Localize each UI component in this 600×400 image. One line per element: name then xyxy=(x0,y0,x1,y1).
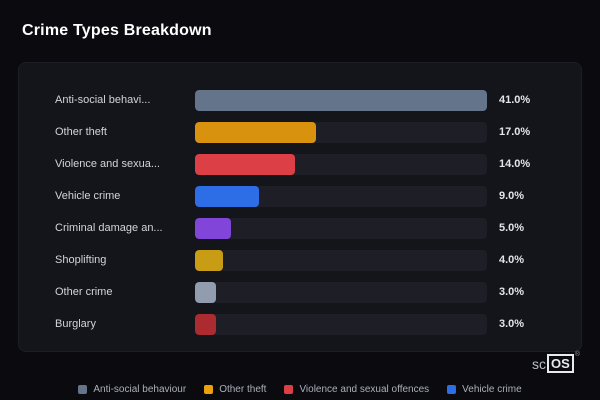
scos-logo-prefix: sc xyxy=(532,355,547,372)
chart-rows: Anti-social behavi... 41.0% Other theft 17.… xyxy=(19,63,581,340)
category-label: Criminal damage an... xyxy=(55,222,163,234)
chart-row: Vehicle crime 9.0% xyxy=(55,180,545,212)
bar-track xyxy=(195,281,487,303)
legend-swatch-icon xyxy=(204,385,214,394)
bar xyxy=(195,121,317,143)
chart-row: Anti-social behavi... 41.0% xyxy=(55,84,545,116)
bar-track xyxy=(195,89,487,111)
value-label: 3.0% xyxy=(499,286,525,298)
legend-swatch-icon xyxy=(447,385,457,394)
bar-track xyxy=(195,217,487,239)
value-label: 5.0% xyxy=(499,222,525,234)
category-label: Other theft xyxy=(55,126,107,138)
bar xyxy=(195,281,217,303)
legend-item[interactable]: Anti-social behaviour xyxy=(78,384,186,395)
value-label: 14.0% xyxy=(499,158,531,170)
bar-track xyxy=(195,313,487,335)
legend-label: Other theft xyxy=(219,384,267,395)
bar xyxy=(195,313,217,335)
legend-label: Anti-social behaviour xyxy=(93,384,187,395)
chart-row: Criminal damage an... 5.0% xyxy=(55,212,545,244)
value-label: 9.0% xyxy=(499,190,525,202)
category-label: Vehicle crime xyxy=(55,190,121,202)
bar-track xyxy=(195,121,487,143)
chart-row: Violence and sexua... 14.0% xyxy=(55,148,545,180)
legend-swatch-icon xyxy=(78,385,88,394)
registered-mark-icon: ® xyxy=(574,351,580,358)
legend-swatch-icon xyxy=(284,385,294,394)
legend-label: Vehicle crime xyxy=(462,384,522,395)
bar-track xyxy=(195,153,487,175)
value-label: 17.0% xyxy=(499,126,531,138)
legend-label: Violence and sexual offences xyxy=(299,384,430,395)
value-label: 41.0% xyxy=(499,94,531,106)
bar xyxy=(195,89,487,111)
bar-track xyxy=(195,249,487,271)
scos-logo: sc OS ® xyxy=(532,351,580,373)
value-label: 3.0% xyxy=(499,318,525,330)
chart-row: Other crime 3.0% xyxy=(55,276,545,308)
scos-logo-box: OS xyxy=(547,354,574,373)
category-label: Burglary xyxy=(55,318,96,330)
bar xyxy=(195,153,295,175)
legend-item[interactable]: Other theft xyxy=(204,384,266,395)
bar xyxy=(195,185,260,207)
page-title: Crime Types Breakdown xyxy=(22,22,212,39)
chart-row: Burglary 3.0% xyxy=(55,308,545,340)
category-label: Violence and sexua... xyxy=(55,158,160,170)
bar-track xyxy=(195,185,487,207)
legend-item[interactable]: Vehicle crime xyxy=(447,384,522,395)
legend-item[interactable]: Violence and sexual offences xyxy=(284,384,429,395)
value-label: 4.0% xyxy=(499,254,525,266)
chart-legend: Anti-social behaviour Other theft Violence… xyxy=(0,384,600,395)
category-label: Anti-social behavi... xyxy=(55,94,151,106)
bar xyxy=(195,217,231,239)
chart-row: Shoplifting 4.0% xyxy=(55,244,545,276)
bar xyxy=(195,249,224,271)
category-label: Shoplifting xyxy=(55,254,107,266)
category-label: Other crime xyxy=(55,286,113,298)
crime-breakdown-chart: Anti-social behavi... 41.0% Other theft 17.… xyxy=(18,62,582,352)
chart-row: Other theft 17.0% xyxy=(55,116,545,148)
